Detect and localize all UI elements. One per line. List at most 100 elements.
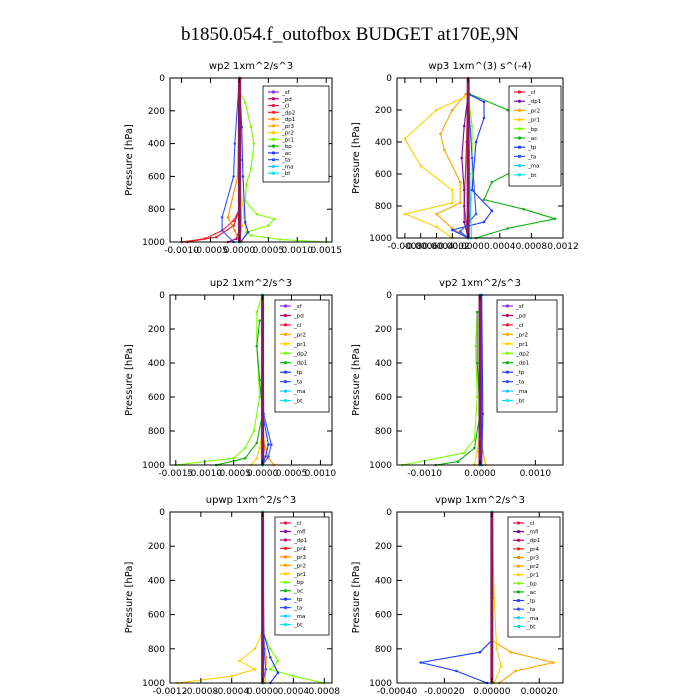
series-line (435, 93, 469, 239)
data-point (258, 446, 262, 450)
legend-marker (516, 607, 521, 611)
legend-item: _pr3 (268, 124, 295, 130)
data-point (514, 669, 517, 673)
legend-label: _pr1 (293, 572, 306, 578)
y-tick-label: 0 (386, 74, 392, 84)
legend-item: _pr3 (280, 555, 307, 561)
data-point (264, 446, 267, 450)
series-line (177, 512, 264, 684)
data-point (473, 446, 476, 450)
legend-item: _dp1 (280, 361, 307, 367)
legend-label: _ta (527, 154, 536, 160)
legend-marker (283, 546, 288, 550)
y-tick-label: 400 (148, 576, 165, 586)
data-point (258, 378, 262, 382)
legend-item: _ac (268, 151, 291, 157)
legend-marker (516, 530, 521, 534)
panel-2: wp3 1xm^(3) s^(-4) Pressure [hPa] 0 200 400 6… (351, 61, 579, 252)
legend-label: _bp (293, 580, 304, 586)
legend-marker (271, 124, 276, 128)
y-tick-label: 0 (159, 74, 165, 84)
legend-label: _pr2 (515, 332, 528, 338)
legend-item: _cl (514, 90, 536, 96)
y-tick-label: 200 (148, 325, 165, 335)
legend-label: _pr3 (293, 555, 307, 561)
legend-marker (283, 529, 288, 534)
legend-item: _cl (513, 521, 535, 527)
x-tick-label: -0.0002 (435, 242, 470, 252)
legend-label: _dp1 (293, 361, 307, 367)
series-line (403, 96, 465, 239)
data-point (462, 95, 466, 99)
legend-item: _pr1 (280, 342, 306, 348)
y-tick-label: 0 (159, 508, 165, 518)
legend-marker (517, 99, 522, 103)
legend-label: _pr2 (527, 108, 540, 114)
legend-item: _pr2 (268, 131, 294, 137)
x-tick-label: -0.0010 (164, 246, 199, 256)
plot-frame (169, 294, 333, 466)
data-point (482, 116, 486, 120)
data-point (475, 395, 479, 399)
data-point (458, 230, 462, 233)
data-point (264, 455, 267, 458)
legend-item: _cl (280, 521, 302, 527)
legend-marker (271, 131, 276, 135)
legend-marker (271, 144, 276, 148)
y-tick-label: 200 (375, 325, 392, 335)
legend-marker (517, 108, 522, 112)
series-pr1 (176, 510, 264, 685)
x-tick-label: -0.0004 (419, 242, 454, 252)
panel-title: wp2 1xm^2/s^3 (209, 61, 293, 72)
x-tick-label: 0.00000 (473, 687, 510, 697)
data-point (552, 661, 555, 664)
data-point (270, 443, 273, 446)
legend: _sf _pd _cl _pr2 _pr1 _dp2 _dp1 _tp _ta _ma _bt (274, 299, 330, 413)
data-point (482, 220, 486, 224)
legend-marker (517, 118, 522, 122)
legend-marker (517, 136, 522, 140)
legend-marker (283, 370, 288, 374)
legend-box (496, 299, 558, 413)
legend-marker (271, 164, 276, 169)
x-tick-label: 0.0005 (276, 469, 308, 479)
data-point (435, 225, 438, 229)
legend-item: _ma (513, 616, 538, 622)
legend-marker (516, 555, 521, 560)
x-tick-label: -0.0010 (407, 469, 442, 479)
legend-marker (517, 90, 522, 94)
panel-4: vp2 1xm^2/s^3 Pressure [hPa] 0 200 400 600 800… (351, 278, 564, 479)
data-point (456, 460, 460, 463)
y-axis-label: Pressure [hPa] (351, 122, 362, 194)
legend-marker (283, 304, 288, 308)
legend-marker (283, 323, 288, 327)
legend-label: _pr1 (527, 118, 540, 124)
legend-label: _pd (293, 313, 304, 319)
legend-marker (283, 361, 288, 365)
data-point (241, 175, 245, 178)
legend-item: _dp2 (280, 351, 307, 357)
x-tick-label: 0.0010 (305, 469, 337, 479)
x-tick-label: 0.0008 (309, 687, 341, 697)
y-tick-label: 400 (148, 359, 165, 369)
y-tick-label: 200 (148, 107, 165, 117)
legend-label: _pd (515, 313, 526, 319)
series-line (262, 295, 275, 466)
y-tick-label: 800 (148, 205, 165, 215)
data-point (522, 207, 525, 211)
data-point (462, 188, 466, 192)
legend-marker (516, 598, 521, 603)
y-tick-label: 0 (386, 508, 392, 518)
legend-label: _ac (293, 589, 303, 595)
data-point (403, 137, 407, 141)
data-point (255, 344, 259, 348)
data-point (451, 108, 454, 112)
legend-label: _pr3 (526, 555, 540, 561)
legend-label: _pr1 (515, 342, 528, 348)
legend-item: _ta (502, 380, 524, 386)
legend-marker (283, 555, 288, 559)
legend-label: _ma (515, 389, 527, 395)
legend-item: _ma (514, 164, 539, 170)
data-point (509, 650, 513, 654)
data-point (243, 456, 247, 460)
